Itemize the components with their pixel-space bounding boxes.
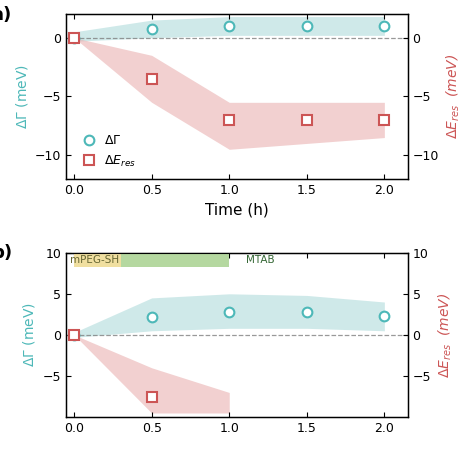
X-axis label: Time (h): Time (h) [205, 202, 269, 217]
Y-axis label: $\Delta E_{res}$  (meV): $\Delta E_{res}$ (meV) [445, 54, 462, 139]
Y-axis label: $\Delta E_{res}$  (meV): $\Delta E_{res}$ (meV) [437, 292, 454, 378]
Text: b): b) [0, 245, 12, 263]
Text: MTAB: MTAB [246, 255, 274, 265]
Bar [121, 253, 229, 267]
Text: mPEG-SH: mPEG-SH [70, 255, 119, 265]
Bar [74, 253, 121, 267]
Y-axis label: $\Delta\Gamma$ (meV): $\Delta\Gamma$ (meV) [21, 302, 37, 367]
Text: a): a) [0, 6, 11, 24]
Legend: $\Delta\Gamma$, $\Delta E_{res}$: $\Delta\Gamma$, $\Delta E_{res}$ [73, 130, 139, 173]
Y-axis label: $\Delta\Gamma$ (meV): $\Delta\Gamma$ (meV) [14, 64, 29, 129]
